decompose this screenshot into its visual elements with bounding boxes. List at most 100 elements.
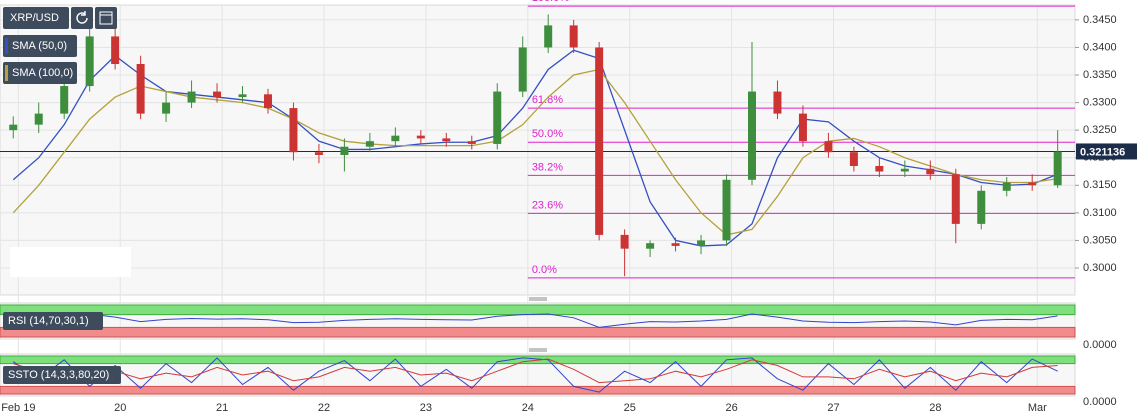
calendar-icon bbox=[99, 11, 113, 25]
indicator-name-box bbox=[3, 312, 103, 330]
y-tick-label: 0.3150 bbox=[1083, 179, 1117, 191]
calendar-button[interactable] bbox=[95, 7, 117, 29]
x-tick-label: 23 bbox=[420, 402, 432, 414]
candle-body bbox=[595, 47, 604, 235]
candle-body bbox=[365, 141, 374, 147]
legend-label: SMA (50,0) bbox=[12, 40, 67, 52]
candle-body bbox=[900, 168, 909, 172]
candle-body bbox=[773, 91, 782, 114]
title-box bbox=[3, 7, 69, 29]
y-tick-label: 0.3300 bbox=[1083, 96, 1117, 108]
candle-body bbox=[671, 243, 680, 246]
candle-body bbox=[442, 138, 451, 142]
candle-body bbox=[34, 113, 43, 125]
x-tick-label: 24 bbox=[522, 402, 534, 414]
y-tick-label: 0.3000 bbox=[1083, 262, 1117, 274]
candle-body bbox=[391, 135, 400, 142]
y-tick-label: 0.3250 bbox=[1083, 124, 1117, 136]
refresh-icon bbox=[76, 11, 88, 24]
indicator-name: SSTO (14,3,3,80,20) bbox=[8, 369, 109, 381]
indicator-line bbox=[12, 357, 1058, 393]
last-price-box bbox=[1076, 143, 1137, 160]
fib-label: 61.8% bbox=[532, 94, 563, 106]
x-tick-label: 25 bbox=[624, 402, 636, 414]
fib-label: 0.0% bbox=[532, 264, 557, 276]
y-tick-label: 0.3400 bbox=[1083, 41, 1117, 53]
candle-body bbox=[747, 91, 756, 180]
indicator-axis-label: 0.0000 bbox=[1083, 339, 1117, 351]
indicator-name: RSI (14,70,30,1) bbox=[8, 315, 89, 327]
candle-body bbox=[340, 146, 349, 155]
sma-line bbox=[12, 49, 1058, 247]
legend-box bbox=[3, 35, 77, 57]
candle-body bbox=[926, 168, 935, 175]
candle-body bbox=[60, 86, 69, 114]
legend-swatch bbox=[5, 38, 8, 54]
blank-box bbox=[10, 247, 131, 277]
fib-label: 38.2% bbox=[532, 161, 563, 173]
main-panel bbox=[0, 4, 1076, 296]
candle-body bbox=[111, 36, 120, 64]
candle-body bbox=[9, 124, 18, 131]
fib-label: 23.6% bbox=[532, 199, 563, 211]
upper-band bbox=[0, 304, 1076, 316]
y-tick-label: 0.3100 bbox=[1083, 207, 1117, 219]
candle-body bbox=[544, 25, 553, 48]
candle-body bbox=[824, 141, 833, 153]
lower-band bbox=[0, 385, 1076, 395]
indicator-name-box bbox=[3, 366, 121, 384]
refresh-button[interactable] bbox=[71, 7, 93, 29]
candle-body bbox=[136, 63, 145, 114]
candle-body bbox=[1053, 151, 1062, 186]
x-tick-label: Feb 19 bbox=[1, 402, 35, 414]
candle-body bbox=[238, 94, 247, 98]
y-tick-label: 0.3050 bbox=[1083, 234, 1117, 246]
y-tick-label: 0.3350 bbox=[1083, 69, 1117, 81]
candle-body bbox=[493, 91, 502, 144]
fib-label: 50.0% bbox=[532, 128, 563, 140]
candle-body bbox=[85, 36, 94, 87]
fib-label: 100.0% bbox=[532, 0, 570, 4]
x-tick-label: 27 bbox=[827, 402, 839, 414]
indicator-axis-label: 0.0000 bbox=[1083, 396, 1117, 408]
candle-body bbox=[977, 190, 986, 224]
x-tick-label: 26 bbox=[725, 402, 737, 414]
x-tick-label: 28 bbox=[929, 402, 941, 414]
chart-title: XRP/USD bbox=[10, 12, 59, 24]
candle-body bbox=[314, 152, 323, 155]
candle-body bbox=[263, 94, 272, 109]
candle-body bbox=[875, 165, 884, 172]
legend: XRP/USD bbox=[3, 7, 117, 29]
x-tick-label: Mar bbox=[1028, 402, 1047, 414]
candle-body bbox=[213, 91, 222, 98]
indicator-line bbox=[13, 313, 1058, 328]
legend-swatch bbox=[5, 65, 8, 81]
candle-body bbox=[1002, 182, 1011, 191]
candle-body bbox=[620, 234, 629, 249]
lower-band bbox=[0, 326, 1076, 338]
candle-body bbox=[518, 47, 527, 92]
candle-body bbox=[722, 179, 731, 241]
x-tick-label: 20 bbox=[114, 402, 126, 414]
candle-body bbox=[187, 91, 196, 103]
candle-body bbox=[697, 240, 706, 246]
candle-body bbox=[646, 243, 655, 249]
candle-body bbox=[951, 174, 960, 224]
candle-body bbox=[416, 135, 425, 139]
resize-handle[interactable] bbox=[529, 297, 547, 352]
legend-box bbox=[3, 62, 77, 84]
candle-body bbox=[1028, 182, 1037, 186]
candle-body bbox=[467, 141, 476, 144]
y-tick-label: 0.3450 bbox=[1083, 14, 1117, 26]
candle-body bbox=[849, 152, 858, 166]
candle-body bbox=[289, 108, 298, 153]
candle-body bbox=[569, 25, 578, 48]
candle-body bbox=[798, 113, 807, 142]
indicator-line bbox=[13, 358, 1058, 384]
legend-label: SMA (100,0) bbox=[12, 67, 73, 79]
x-tick-label: 21 bbox=[216, 402, 228, 414]
x-tick-label: 22 bbox=[318, 402, 330, 414]
sma-line bbox=[12, 68, 1058, 236]
candle-body bbox=[162, 102, 171, 114]
